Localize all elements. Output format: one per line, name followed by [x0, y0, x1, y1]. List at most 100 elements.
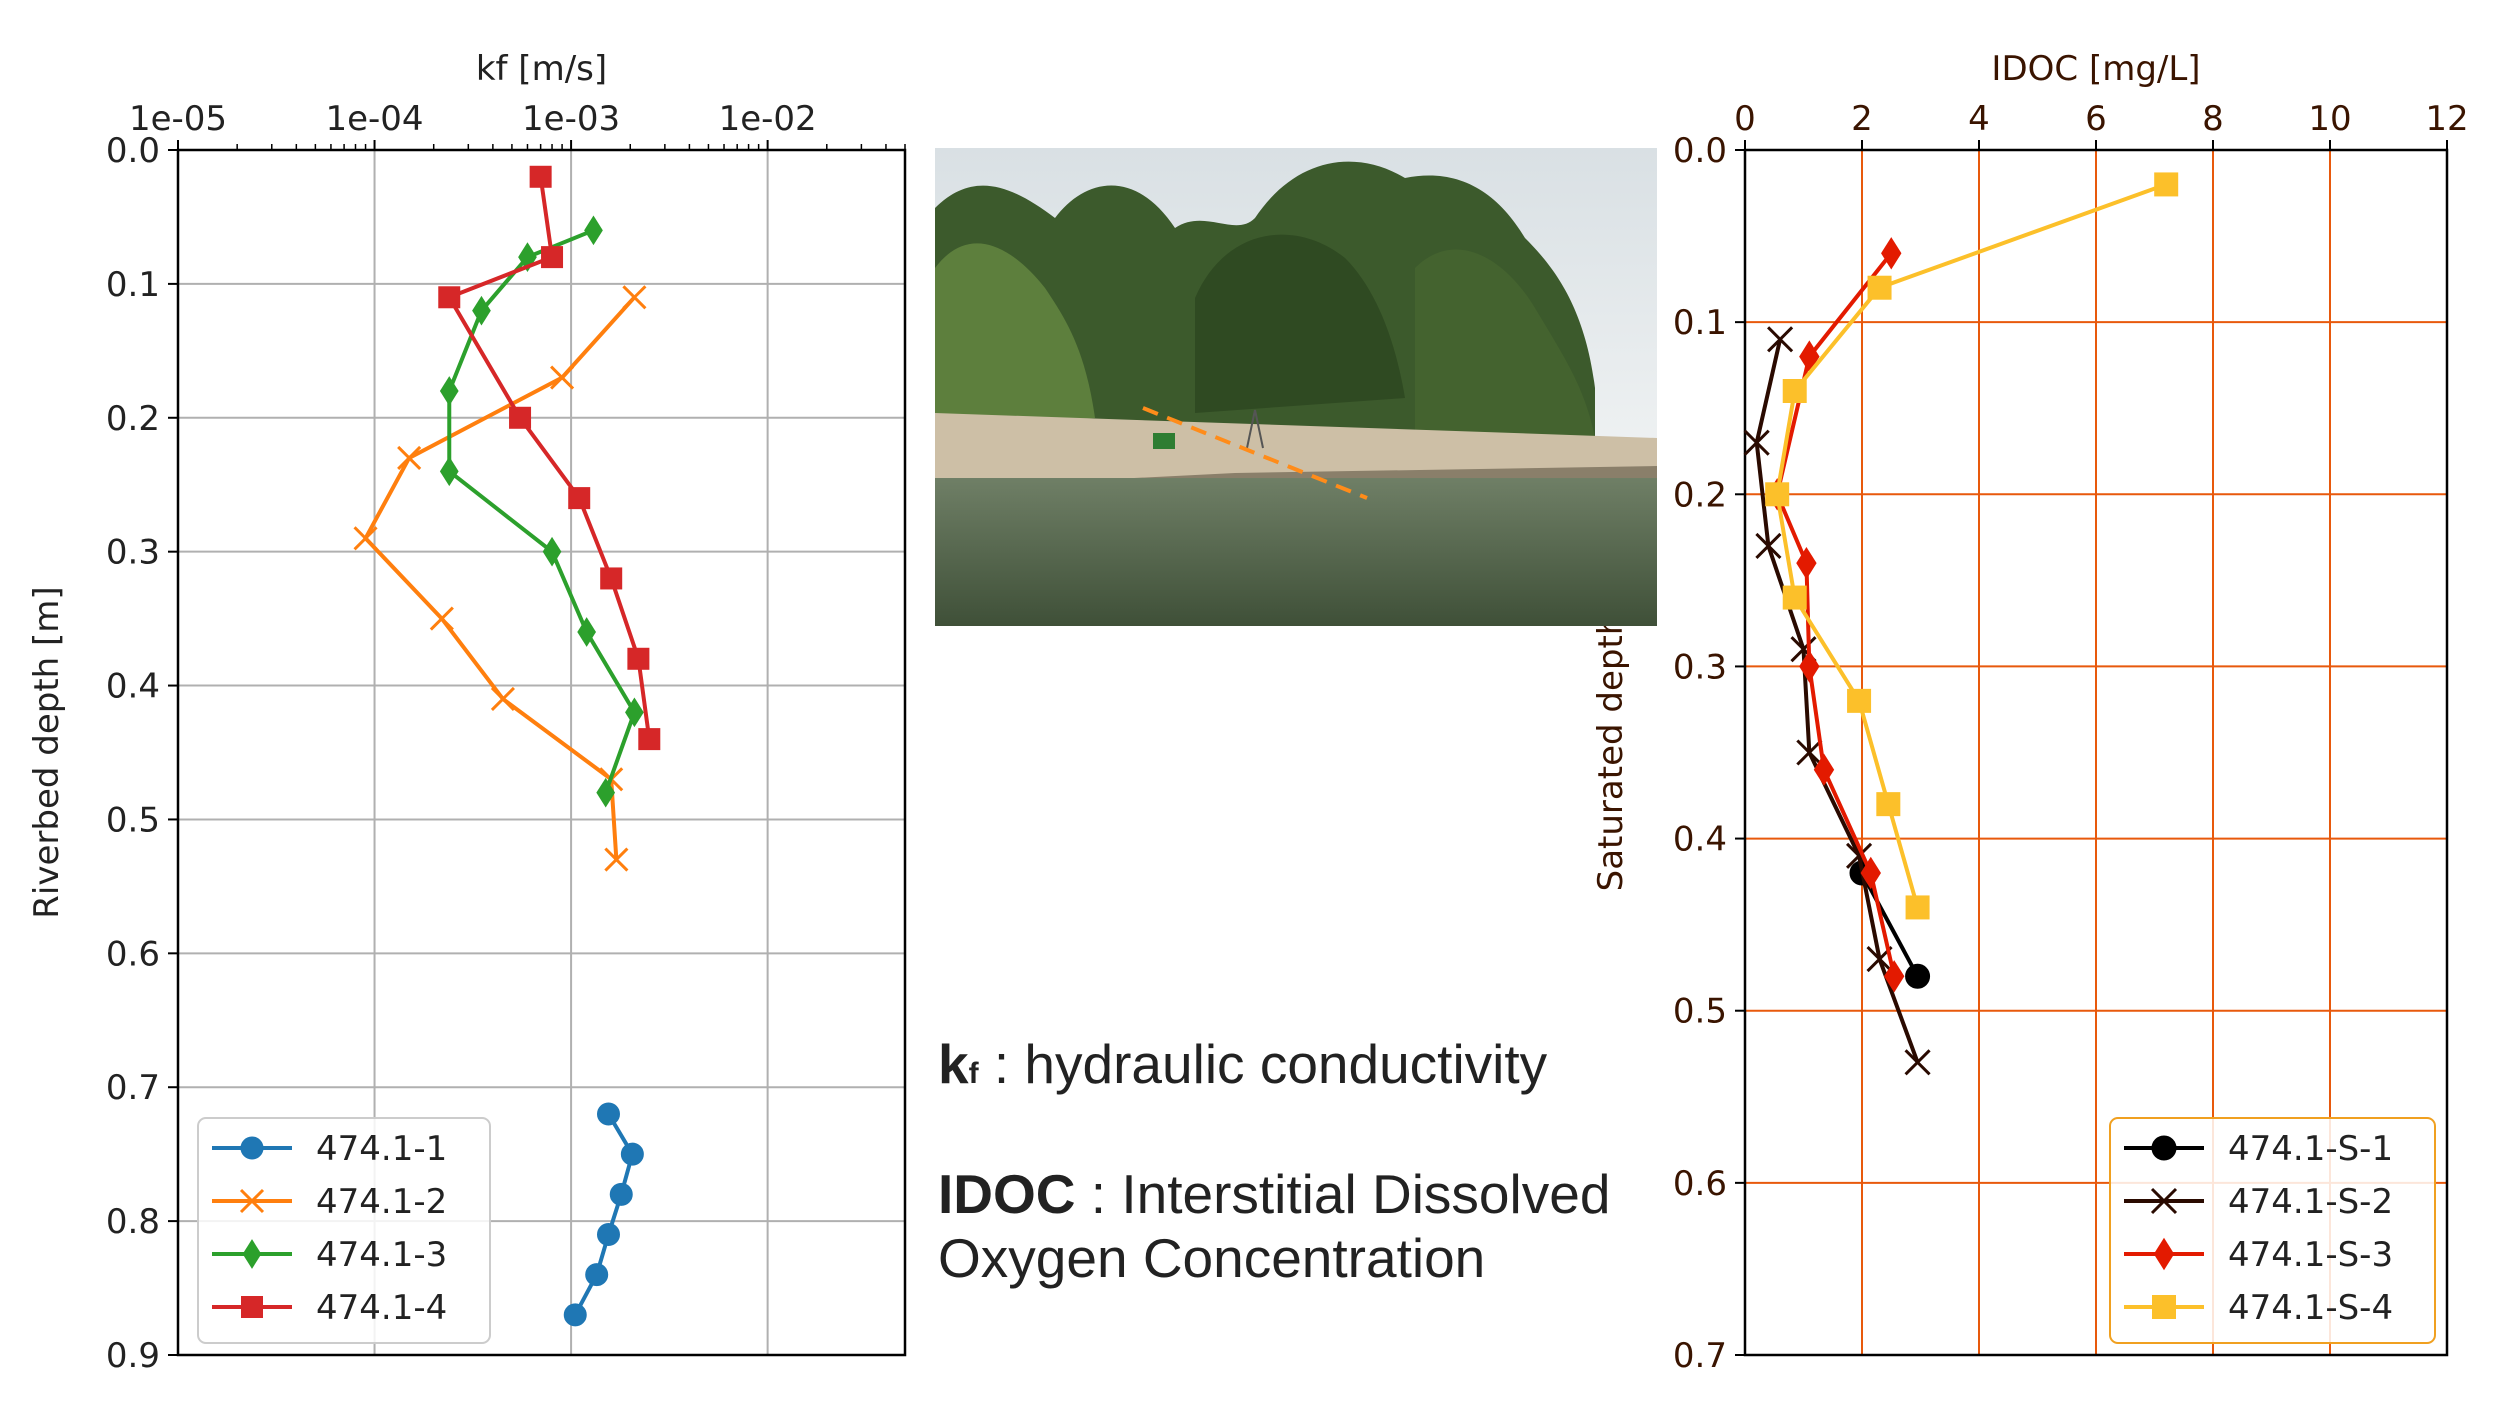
data-point: [542, 536, 562, 567]
legend-label: 474.1-S-1: [2228, 1129, 2393, 1169]
data-point: [1782, 585, 1807, 610]
y-tick-label: 0.4: [106, 667, 160, 707]
legend-item: 474.1-S-4: [2124, 1288, 2393, 1328]
y-tick-label: 0.7: [106, 1068, 160, 1108]
legend-box: [2109, 1117, 2436, 1344]
data-point: [596, 1102, 620, 1126]
y-tick-label: 0.0: [106, 131, 160, 171]
series-line: [363, 295, 636, 860]
series-line: [1860, 872, 1920, 978]
data-point: [1813, 753, 1835, 786]
data-point: [1881, 237, 1902, 270]
kf-caption: kf : hydraulic conductivity: [938, 1032, 1547, 1106]
data-point: [577, 617, 596, 647]
data-point: [622, 285, 647, 310]
legend-item: 474.1-1: [212, 1129, 447, 1169]
photo-trees-mid: [1195, 234, 1405, 413]
data-point: [1799, 340, 1820, 373]
data-point: [625, 697, 644, 728]
legend: 474.1-S-1 474.1-S-2 474.1-S-3 474.1-S-4: [2109, 1117, 2436, 1344]
data-point: [518, 242, 537, 272]
data-point: [353, 526, 378, 551]
legend-item: 474.1-S-1: [2124, 1129, 2393, 1169]
y-tick-label: 0.5: [106, 800, 160, 840]
data-point: [541, 246, 564, 269]
series-line: [446, 176, 652, 740]
y-tick-label: 0.2: [106, 399, 160, 439]
series-0: [563, 1102, 644, 1327]
x-axis-label: kf [m/s]: [476, 49, 607, 89]
legend-label: 474.1-S-3: [2228, 1235, 2393, 1275]
data-point: [609, 1182, 633, 1206]
y-tick-label: 0.8: [106, 1202, 160, 1242]
legend-label: 474.1-S-2: [2228, 1182, 2393, 1222]
data-point: [1755, 532, 1782, 559]
data-point: [1799, 650, 1820, 683]
legend-item: 474.1-3: [212, 1235, 447, 1275]
idoc-caption: IDOC : Interstitial Dissolved Oxygen Con…: [938, 1162, 1610, 1290]
kf-subscript: f: [968, 1057, 979, 1090]
series-line: [573, 1112, 635, 1316]
data-point: [563, 1303, 587, 1327]
legend-label: 474.1-1: [316, 1129, 447, 1169]
x-tick-label: 0: [1734, 99, 1756, 139]
x-tick-label: 1e-03: [522, 99, 620, 139]
data-point: [1905, 963, 1931, 989]
legend-item: 474.1-2: [212, 1182, 447, 1222]
series-2: [439, 215, 644, 808]
x-tick-label: 6: [2085, 99, 2107, 139]
x-axis-label: IDOC [mg/L]: [1991, 49, 2200, 89]
legend-item: 474.1-4: [212, 1288, 447, 1328]
y-tick-label: 0.3: [1673, 647, 1727, 687]
photo-green-box: [1153, 433, 1175, 449]
legend-label: 474.1-S-4: [2228, 1288, 2393, 1328]
series-line: [1775, 182, 2167, 908]
legend-item: 474.1-S-2: [2124, 1182, 2393, 1222]
y-tick-label: 0.4: [1673, 820, 1727, 860]
data-point: [1847, 688, 1872, 713]
data-point: [1796, 739, 1823, 766]
y-tick-label: 0.0: [1673, 131, 1727, 171]
data-point: [2154, 172, 2179, 197]
y-tick-label: 0.6: [106, 934, 160, 974]
series-1: [1743, 326, 1931, 1076]
data-point: [568, 487, 591, 510]
data-point: [620, 1142, 644, 1166]
legend-box: [197, 1117, 491, 1344]
data-point: [550, 365, 575, 390]
data-point: [627, 647, 650, 670]
x-tick-label: 8: [2202, 99, 2224, 139]
idoc-chart: 0 2 4 6 8 10 12 0.0 0.1 0.2 0.3 0.4 0.5 0.6 0.7 IDOC [m…: [1591, 49, 2469, 1376]
data-point: [429, 606, 454, 631]
data-point: [472, 295, 491, 326]
data-point: [638, 728, 661, 751]
legend-marker: [2153, 1237, 2175, 1271]
data-point: [1796, 546, 1817, 580]
idoc-symbol: IDOC: [938, 1163, 1076, 1225]
x-tick-label: 1e-04: [325, 99, 423, 139]
plot-frame: [176, 148, 907, 1357]
legend-marker: [240, 1136, 264, 1160]
legend-marker: [239, 1188, 265, 1214]
idoc-description-line1: : Interstitial Dissolved: [1075, 1163, 1611, 1225]
photo-tripod: [1246, 409, 1256, 449]
kf-chart: 1e-05 1e-04 1e-03 1e-02 0.0 0.1 0.2 0.3 0.4 0.5 0.…: [27, 49, 907, 1376]
data-point: [509, 406, 532, 429]
data-point: [1883, 960, 1905, 993]
x-minor-ticks: [236, 144, 906, 150]
data-point: [439, 456, 459, 487]
legend-label: 474.1-2: [316, 1182, 447, 1222]
data-point: [1767, 326, 1794, 353]
legend-label: 474.1-4: [316, 1288, 447, 1328]
data-point: [1867, 275, 1892, 300]
data-point: [1782, 379, 1807, 403]
legend-marker: [242, 1239, 262, 1269]
data-point: [397, 445, 422, 471]
legend-marker: [2151, 1135, 2177, 1161]
y-tick-label: 0.7: [1673, 1336, 1727, 1376]
y-tick-label: 0.2: [1673, 475, 1727, 515]
riverbank-photo: [935, 148, 1657, 626]
series-3: [1765, 172, 2179, 920]
data-point: [490, 686, 515, 712]
